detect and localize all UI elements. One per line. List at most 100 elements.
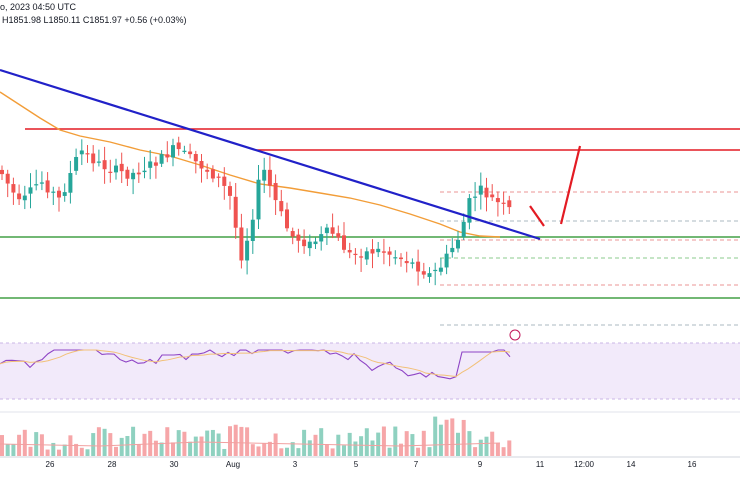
candle-body (131, 172, 136, 180)
volume-bar (159, 442, 164, 456)
candle-body (376, 248, 381, 253)
volume-bar (302, 429, 307, 456)
volume-bar (17, 434, 22, 456)
candle-body (0, 169, 4, 175)
candle-body (68, 173, 73, 193)
candle-body (342, 235, 346, 250)
volume-bar (62, 444, 67, 456)
volume-bar (364, 428, 369, 456)
volume-bar (51, 442, 56, 456)
volume-bar (296, 448, 301, 456)
candle-body (79, 150, 84, 155)
volume-bar (353, 441, 358, 456)
volume-bar (11, 444, 16, 456)
volume-bar (205, 430, 210, 456)
candle-body (495, 198, 500, 203)
volume-bar (307, 440, 312, 456)
candle-body (91, 153, 96, 164)
candle-body (416, 261, 421, 272)
volume-bar (233, 424, 238, 456)
candle-body (324, 227, 329, 234)
volume-average-line (0, 441, 501, 447)
candle-body (188, 151, 193, 155)
x-tick-label: 28 (108, 460, 117, 469)
volume-bar (319, 428, 324, 456)
candle-body (353, 253, 358, 256)
candle-body (399, 257, 403, 260)
volume-bar (393, 426, 398, 456)
candle-body (370, 249, 375, 254)
candle-body (456, 239, 460, 249)
volume-bar (45, 449, 50, 456)
candle-body (410, 262, 415, 264)
volume-bar (484, 436, 489, 456)
volume-bar (228, 426, 232, 456)
volume-bar (507, 440, 512, 456)
candle-body (473, 196, 478, 198)
volume-bar (450, 418, 455, 456)
candle-body (478, 185, 483, 195)
volume-bar (444, 419, 449, 456)
volume-bar (250, 444, 255, 456)
volume-bar (267, 441, 272, 456)
candle-body (330, 227, 335, 234)
candle-body (336, 233, 341, 238)
volume-bar (148, 430, 153, 456)
candle-body (228, 186, 232, 196)
x-tick-label: 16 (688, 460, 697, 469)
candle-body (319, 234, 324, 242)
candle-body (62, 192, 67, 196)
candle-body (273, 183, 278, 201)
candle-body (28, 187, 33, 194)
volume-bar (171, 442, 175, 456)
volume-bar (359, 436, 364, 456)
candle-body (296, 234, 301, 241)
moving-average-line (0, 91, 501, 238)
volume-bar (501, 447, 506, 456)
descending-trend-line (0, 68, 541, 241)
candle-body (461, 221, 466, 237)
candle-body (438, 267, 443, 272)
volume-bar (193, 436, 198, 456)
volume-bar (433, 416, 438, 456)
x-tick-label: 11 (536, 460, 545, 469)
candle-body (39, 182, 44, 184)
volume-bar (256, 446, 261, 456)
volume-bar (114, 446, 118, 456)
volume-bar (188, 441, 193, 456)
forecast-rise-arrow (559, 145, 582, 225)
event-marker-icon (509, 329, 521, 341)
x-tick-label: 7 (414, 460, 419, 469)
volume-bar (478, 439, 483, 456)
candle-body (85, 153, 90, 155)
volume-bar (387, 447, 392, 456)
candle-body (290, 231, 295, 237)
x-tick-label: 26 (46, 460, 55, 469)
candle-body (433, 269, 438, 272)
candle-body (427, 273, 432, 277)
candle-body (347, 250, 352, 253)
volume-bar (102, 428, 107, 456)
volume-bar (495, 442, 500, 456)
volume-bar (222, 448, 227, 456)
candle-body (136, 172, 141, 175)
volume-bar (347, 432, 352, 456)
volume-bar (473, 447, 478, 456)
volume-bar (285, 447, 289, 456)
x-tick-label: 9 (478, 460, 483, 469)
candle-body (114, 165, 118, 173)
volume-bar (125, 436, 130, 456)
rsi-average-line (0, 349, 511, 378)
volume-bar (199, 436, 204, 456)
candle-body (267, 169, 272, 186)
volume-bar (165, 427, 170, 456)
candle-body (176, 142, 181, 150)
candle-body (302, 239, 307, 247)
volume-bar (262, 443, 267, 456)
candle-body (148, 161, 153, 168)
volume-bar (273, 433, 278, 456)
volume-bar (22, 429, 27, 456)
rsi-band (0, 343, 740, 399)
volume-bar (5, 444, 10, 456)
